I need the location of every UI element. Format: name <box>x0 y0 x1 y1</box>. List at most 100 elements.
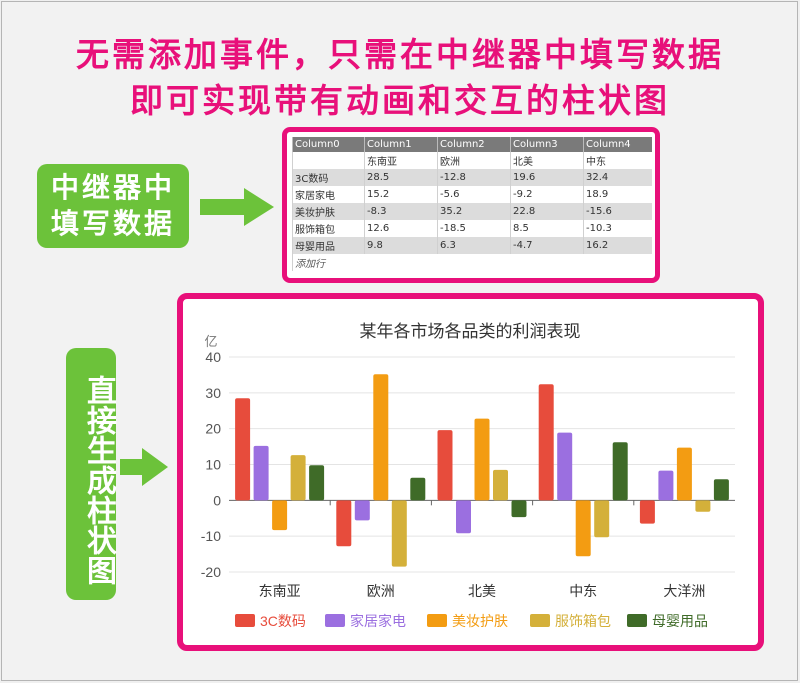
y-tick-label: 40 <box>205 349 221 365</box>
table-cell[interactable]: -4.7 <box>510 237 584 254</box>
table-row[interactable]: 服饰箱包 12.6 -18.5 8.5 -10.3 <box>292 220 652 237</box>
table-cell[interactable]: 35.2 <box>437 203 511 220</box>
x-tick-label: 中东 <box>569 583 597 599</box>
repeater-header-3: Column3 <box>510 137 584 152</box>
legend-swatch <box>627 614 647 627</box>
table-cell[interactable]: -8.3 <box>364 203 438 220</box>
bar <box>290 455 306 501</box>
legend-label: 母婴用品 <box>652 613 708 629</box>
table-cell[interactable]: 15.2 <box>364 186 438 203</box>
bar <box>676 447 692 501</box>
bar <box>639 500 655 524</box>
x-tick-label: 欧洲 <box>367 583 395 599</box>
table-row[interactable]: 母婴用品 9.8 6.3 -4.7 16.2 <box>292 237 652 254</box>
y-tick-label: -10 <box>201 528 221 544</box>
legend-label: 家居家电 <box>350 613 406 629</box>
legend-swatch <box>325 614 345 627</box>
headline-line-2: 即可实现带有动画和交互的柱状图 <box>130 81 670 120</box>
table-cell[interactable]: 母婴用品 <box>292 237 365 254</box>
bar <box>575 500 591 557</box>
table-cell[interactable]: -15.6 <box>583 203 652 220</box>
table-cell[interactable]: -9.2 <box>510 186 584 203</box>
bar <box>309 465 325 501</box>
generate-chart-label: 直接生成柱状图 <box>66 348 116 600</box>
y-axis-unit-label: 亿 <box>204 334 217 349</box>
bar <box>272 500 288 531</box>
bar <box>612 442 628 501</box>
table-cell[interactable]: 3C数码 <box>292 169 365 186</box>
table-cell[interactable]: -12.8 <box>437 169 511 186</box>
table-cell[interactable]: 16.2 <box>583 237 652 254</box>
table-row[interactable]: 家居家电 15.2 -5.6 -9.2 18.9 <box>292 186 652 203</box>
table-cell[interactable]: 32.4 <box>583 169 652 186</box>
bar <box>713 479 729 501</box>
bar <box>456 500 471 534</box>
table-cell[interactable] <box>292 152 365 169</box>
y-tick-label: 20 <box>205 421 221 437</box>
bar <box>557 432 573 501</box>
table-cell[interactable]: 6.3 <box>437 237 511 254</box>
table-row[interactable]: 3C数码 28.5 -12.8 19.6 32.4 <box>292 169 652 186</box>
table-cell[interactable]: 12.6 <box>364 220 438 237</box>
legend-swatch <box>427 614 447 627</box>
bar <box>410 477 426 501</box>
y-tick-label: 0 <box>213 492 221 508</box>
repeater-header-2: Column2 <box>437 137 511 152</box>
table-cell[interactable]: -5.6 <box>437 186 511 203</box>
bar <box>391 500 407 567</box>
table-cell[interactable]: -18.5 <box>437 220 511 237</box>
table-row[interactable]: 东南亚 欧洲 北美 中东 <box>292 152 652 169</box>
arrow-right-icon-bottom <box>120 448 168 486</box>
y-tick-label: 30 <box>205 385 221 401</box>
table-cell[interactable]: 9.8 <box>364 237 438 254</box>
bar <box>373 374 389 501</box>
bar <box>594 500 610 538</box>
bar <box>695 500 711 512</box>
chart-panel: 某年各市场各品类的利润表现亿 40 30 20 10 0 -10 -20 东南亚 欧洲 北美 中东 大洋… <box>177 293 764 651</box>
legend-swatch <box>235 614 255 627</box>
table-cell[interactable]: 18.9 <box>583 186 652 203</box>
bar <box>354 500 370 521</box>
bar <box>253 445 269 501</box>
bar <box>538 384 554 501</box>
x-tick-label: 东南亚 <box>259 583 301 599</box>
table-cell[interactable]: 8.5 <box>510 220 584 237</box>
table-cell[interactable]: 中东 <box>583 152 652 169</box>
table-cell[interactable]: 22.8 <box>510 203 584 220</box>
bar <box>493 469 508 501</box>
table-cell[interactable]: 19.6 <box>510 169 584 186</box>
add-row[interactable]: 添加行 <box>292 254 652 271</box>
fill-data-label-line-1: 中继器中 <box>50 171 175 204</box>
table-cell[interactable]: -10.3 <box>583 220 652 237</box>
table-cell[interactable]: 欧洲 <box>437 152 511 169</box>
add-row-button[interactable]: 添加行 <box>292 254 652 271</box>
chart-title: 某年各市场各品类的利润表现 <box>360 322 581 341</box>
bar <box>336 500 352 547</box>
table-row[interactable]: 美妆护肤 -8.3 35.2 22.8 -15.6 <box>292 203 652 220</box>
repeater-header-1: Column1 <box>364 137 438 152</box>
arrow-right-icon-top <box>200 188 274 226</box>
repeater-header-4: Column4 <box>583 137 652 152</box>
headline-line-1: 无需添加事件，只需在中继器中填写数据 <box>76 35 724 74</box>
legend-label: 3C数码 <box>260 613 306 629</box>
table-cell[interactable]: 28.5 <box>364 169 438 186</box>
repeater-header-row: Column0 Column1 Column2 Column3 Column4 <box>292 137 652 152</box>
y-tick-label: -20 <box>201 564 221 580</box>
bar <box>658 470 674 501</box>
repeater-table: Column0 Column1 Column2 Column3 Column4 … <box>292 137 652 271</box>
legend-swatch <box>530 614 550 627</box>
legend-label: 服饰箱包 <box>555 613 611 629</box>
bar <box>235 398 251 501</box>
table-cell[interactable]: 美妆护肤 <box>292 203 365 220</box>
legend-label: 美妆护肤 <box>452 613 508 629</box>
table-cell[interactable]: 北美 <box>510 152 584 169</box>
bar <box>437 430 453 501</box>
table-cell[interactable]: 东南亚 <box>364 152 438 169</box>
bar <box>474 418 490 501</box>
table-cell[interactable]: 服饰箱包 <box>292 220 365 237</box>
fill-data-label: 中继器中 填写数据 <box>37 164 189 248</box>
table-cell[interactable]: 家居家电 <box>292 186 365 203</box>
bar <box>511 500 527 518</box>
x-tick-label: 北美 <box>468 583 496 599</box>
